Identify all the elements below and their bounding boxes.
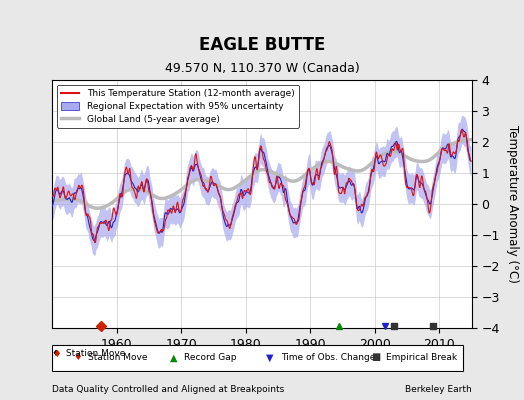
Text: ▲: ▲ bbox=[170, 352, 177, 362]
Text: ▼: ▼ bbox=[266, 352, 274, 362]
Text: Station Move: Station Move bbox=[88, 353, 148, 362]
Text: Record Gap: Record Gap bbox=[184, 353, 237, 362]
Y-axis label: Temperature Anomaly (°C): Temperature Anomaly (°C) bbox=[506, 125, 519, 283]
FancyBboxPatch shape bbox=[52, 345, 463, 370]
Text: ♦  Station Move: ♦ Station Move bbox=[52, 350, 126, 358]
Text: ♦: ♦ bbox=[52, 349, 61, 359]
Text: Data Quality Controlled and Aligned at Breakpoints: Data Quality Controlled and Aligned at B… bbox=[52, 386, 285, 394]
Legend: This Temperature Station (12-month average), Regional Expectation with 95% uncer: This Temperature Station (12-month avera… bbox=[57, 84, 299, 128]
Text: Berkeley Earth: Berkeley Earth bbox=[405, 386, 472, 394]
Text: EAGLE BUTTE: EAGLE BUTTE bbox=[199, 36, 325, 54]
Text: 49.570 N, 110.370 W (Canada): 49.570 N, 110.370 W (Canada) bbox=[165, 62, 359, 75]
Text: ♦: ♦ bbox=[73, 352, 82, 362]
Text: ■: ■ bbox=[371, 352, 380, 362]
Text: Time of Obs. Change: Time of Obs. Change bbox=[281, 353, 375, 362]
Text: Empirical Break: Empirical Break bbox=[386, 353, 457, 362]
